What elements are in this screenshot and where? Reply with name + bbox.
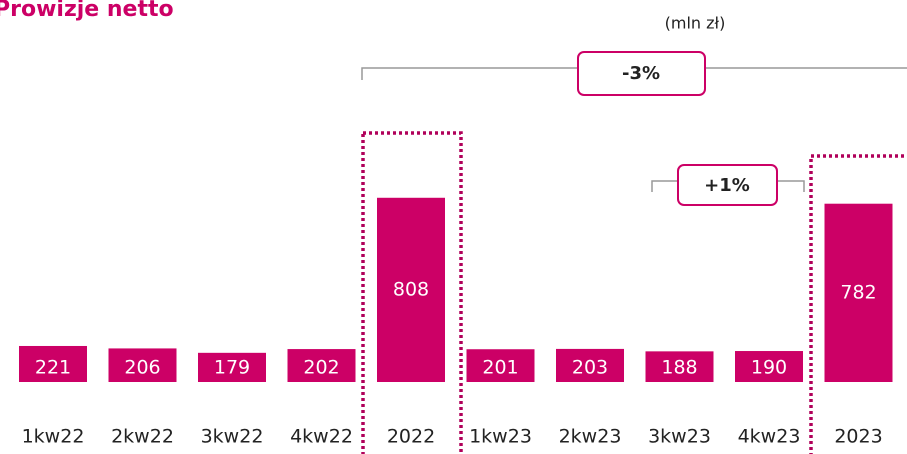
bar xyxy=(735,351,803,382)
annotation: -3% xyxy=(622,63,660,84)
bar xyxy=(108,348,177,382)
bar xyxy=(19,345,87,382)
x-tick-label: 4kw22 xyxy=(290,426,353,448)
x-tick-label: 2022 xyxy=(387,426,435,448)
value-label: 782 xyxy=(840,281,876,303)
x-tick-label: 1kw22 xyxy=(22,426,85,448)
value-label: 188 xyxy=(661,357,697,379)
bar xyxy=(556,348,624,382)
bar xyxy=(377,197,445,382)
annotation-box xyxy=(677,164,778,206)
x-tick-label: 4kw23 xyxy=(738,426,801,448)
value-label: 179 xyxy=(214,357,250,379)
value-label: 201 xyxy=(482,357,518,379)
x-tick-label: 3kw22 xyxy=(201,426,264,448)
bar xyxy=(198,352,266,382)
bar xyxy=(824,203,893,382)
bar xyxy=(287,349,356,382)
value-label: 221 xyxy=(35,357,71,379)
x-tick-label: 2023 xyxy=(834,426,882,448)
x-tick-label: 1kw23 xyxy=(469,426,532,448)
value-label: 202 xyxy=(303,357,339,379)
value-label: 190 xyxy=(751,357,787,379)
annotation-box xyxy=(577,51,706,96)
x-tick-label: 2kw23 xyxy=(559,426,622,448)
year-frame xyxy=(809,154,907,454)
annotation: +1% xyxy=(704,175,750,196)
bar xyxy=(466,349,535,382)
chart-title: Prowizje netto xyxy=(0,0,174,22)
x-tick-label: 2kw22 xyxy=(111,426,174,448)
bracket xyxy=(361,67,578,80)
unit-label: (mln zł) xyxy=(665,14,726,33)
value-label: 206 xyxy=(124,357,160,379)
value-label: 808 xyxy=(393,278,429,300)
year-frame xyxy=(361,131,463,454)
bracket xyxy=(651,180,678,192)
bracket xyxy=(777,180,805,192)
value-label: 203 xyxy=(572,357,608,379)
x-tick-label: 3kw23 xyxy=(648,426,711,448)
bar xyxy=(645,351,714,382)
